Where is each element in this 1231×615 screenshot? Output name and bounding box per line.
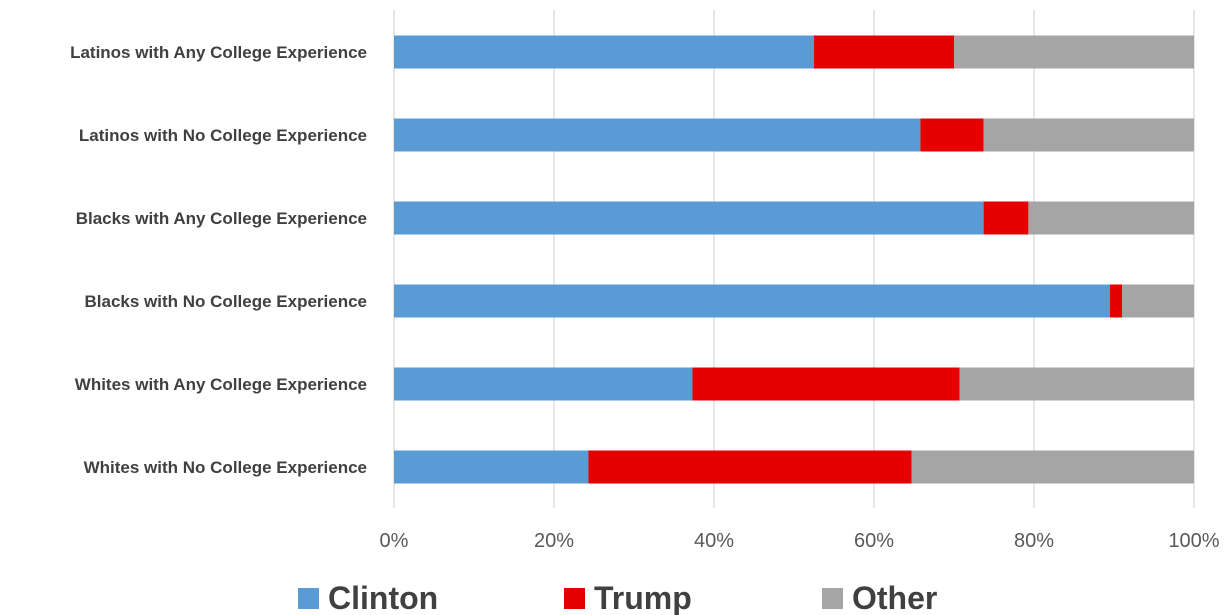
bar-other-4 [959, 367, 1194, 401]
legend-label-other: Other [852, 580, 937, 615]
x-tick-label: 80% [1014, 530, 1054, 552]
bar-clinton-2 [394, 201, 984, 235]
bars [394, 35, 1194, 484]
legend-swatch-other [822, 588, 843, 609]
bar-trump-4 [692, 367, 960, 401]
bar-clinton-0 [394, 35, 814, 69]
category-label: Latinos with Any College Experience [70, 43, 367, 62]
bar-other-2 [1028, 201, 1194, 235]
bar-other-0 [954, 35, 1194, 69]
bar-clinton-3 [394, 284, 1110, 318]
bar-trump-2 [983, 201, 1029, 235]
category-label: Blacks with Any College Experience [76, 209, 367, 228]
legend-label-clinton: Clinton [328, 580, 438, 615]
bar-other-3 [1122, 284, 1194, 318]
legend: Clinton Trump Other [298, 580, 937, 615]
x-tick-label: 20% [534, 530, 574, 552]
category-label: Latinos with No College Experience [79, 126, 367, 145]
x-tick-label: 100% [1168, 530, 1219, 552]
gridlines [393, 10, 1195, 508]
category-label: Blacks with No College Experience [85, 292, 367, 311]
category-labels: Latinos with Any College Experience Latin… [70, 43, 367, 477]
x-tick-label: 0% [380, 530, 409, 552]
bar-other-1 [983, 118, 1194, 152]
bar-trump-5 [588, 450, 912, 484]
bar-trump-1 [920, 118, 984, 152]
legend-swatch-trump [564, 588, 585, 609]
bar-clinton-5 [394, 450, 589, 484]
legend-swatch-clinton [298, 588, 319, 609]
bar-other-5 [911, 450, 1194, 484]
category-label: Whites with No College Experience [84, 458, 367, 477]
x-tick-label: 40% [694, 530, 734, 552]
bar-trump-0 [814, 35, 954, 69]
bar-trump-3 [1110, 284, 1122, 318]
bar-clinton-4 [394, 367, 693, 401]
bar-clinton-1 [394, 118, 921, 152]
category-label: Whites with Any College Experience [75, 375, 367, 394]
legend-label-trump: Trump [594, 580, 692, 615]
x-tick-label: 60% [854, 530, 894, 552]
x-axis-tick-labels: 0% 20% 40% 60% 80% 100% [380, 530, 1220, 552]
